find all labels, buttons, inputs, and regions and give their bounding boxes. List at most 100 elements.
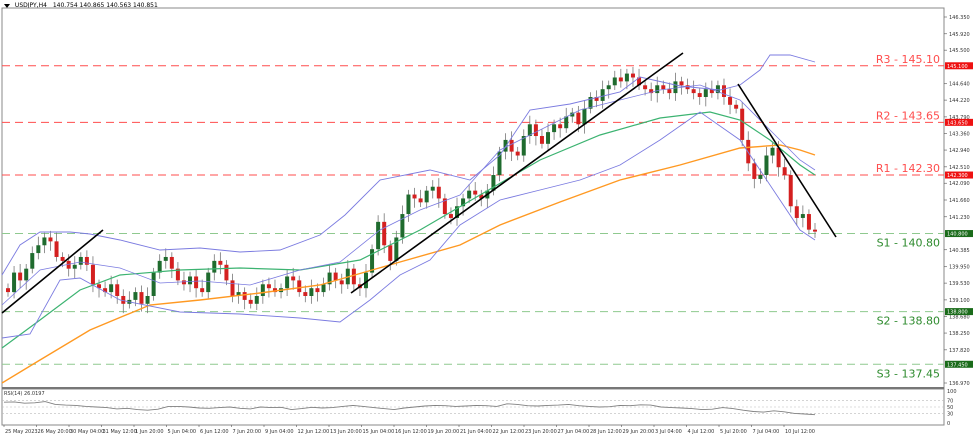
bull-candle [188, 276, 193, 285]
bear-candle [788, 175, 793, 207]
bear-candle [740, 108, 745, 140]
bull-candle [133, 292, 138, 300]
bear-candle [333, 272, 338, 281]
trendline-up-1[interactable] [1, 229, 104, 314]
bear-candle [794, 206, 799, 218]
bull-candle [109, 284, 114, 293]
moving-average-orange [1, 144, 816, 384]
y-tick-label: 140.385 [949, 248, 970, 254]
bull-candle [582, 108, 587, 125]
bull-candle [157, 260, 162, 273]
bull-candle [327, 272, 332, 285]
bull-candle [394, 237, 399, 261]
y-tick-label: 138.680 [949, 314, 970, 320]
y-tick-label: 143.790 [949, 115, 970, 121]
bear-candle [442, 198, 447, 215]
bear-candle [339, 280, 344, 285]
x-tick-label: 21 Jun 04:00 [460, 429, 492, 435]
y-tick-label: 141.230 [949, 215, 970, 221]
level-axis-tag-text: 140.800 [947, 232, 968, 238]
bull-candle [254, 295, 259, 304]
bull-candle [12, 272, 17, 293]
bull-candle [612, 77, 617, 86]
bear-candle [473, 190, 478, 195]
level-axis-tag-text: 143.650 [947, 120, 968, 126]
bull-candle [455, 206, 460, 218]
bear-candle [97, 284, 102, 289]
bear-candle [291, 276, 296, 281]
level-label-r1: R1 - 142.30 [876, 162, 940, 175]
bull-candle [546, 132, 551, 144]
bull-candle [206, 272, 211, 293]
bull-candle [400, 214, 405, 238]
bear-candle [315, 288, 320, 293]
bear-candle [388, 245, 393, 261]
moving-average-green [1, 111, 816, 349]
trendline-down[interactable] [737, 83, 837, 238]
bear-candle [224, 264, 229, 281]
bear-candle [509, 139, 514, 152]
bull-candle [800, 214, 805, 218]
y-tick-label: 139.100 [949, 298, 970, 304]
bear-candle [576, 112, 581, 125]
y-tick-label: 145.920 [949, 32, 970, 38]
bull-candle [770, 147, 775, 156]
chart-title: USDJPY,H4 140.754 140.865 140.563 140.85… [4, 2, 158, 9]
bear-candle [351, 268, 356, 285]
x-tick-label: 5 Jun 04:00 [168, 429, 197, 435]
bear-candle [169, 256, 174, 269]
level-axis-tag-text: 142.300 [947, 173, 968, 179]
x-tick-label: 1 Jun 20:00 [135, 429, 164, 435]
main-pane-frame [1, 7, 945, 389]
bull-candle [527, 124, 532, 137]
support-resistance-levels: R3 - 145.10 145.100 R2 - 143.65 143.650 R1 -… [2, 53, 973, 380]
bollinger-lower [1, 111, 816, 339]
bull-candle [461, 198, 466, 207]
bear-candle [181, 280, 186, 285]
trendline-up-2[interactable] [350, 52, 684, 294]
x-tick-label: 26 May 20:00 [38, 429, 72, 435]
x-tick-label: 12 Jun 12:00 [298, 429, 330, 435]
bear-candle [721, 85, 726, 97]
bear-candle [691, 89, 696, 94]
bear-candle [121, 295, 126, 304]
bear-candle [679, 81, 684, 86]
bull-candle [236, 292, 241, 296]
bull-candle [260, 284, 265, 296]
bear-candle [418, 198, 423, 203]
bear-candle [752, 163, 757, 179]
level-axis-tag [945, 62, 973, 70]
bear-candle [649, 89, 654, 94]
x-tick-label: 25 May 2023 [5, 429, 38, 435]
bear-candle [194, 276, 199, 289]
bear-candle [637, 77, 642, 86]
x-tick-label: 7 Jun 20:00 [233, 429, 262, 435]
level-label-r3: R3 - 145.10 [876, 53, 940, 66]
bear-candle [515, 151, 520, 156]
x-tick-label: 19 Jun 20:00 [428, 429, 460, 435]
bull-candle [309, 288, 314, 296]
x-tick-label: 10 Jul 12:00 [785, 429, 815, 435]
bear-candle [533, 124, 538, 137]
bull-candle [376, 221, 381, 250]
bear-candle [728, 96, 733, 105]
bear-candle [60, 256, 65, 261]
dropdown-triangle-icon[interactable] [4, 3, 10, 8]
bull-candle [370, 249, 375, 273]
x-tick-label: 27 Jun 04:00 [558, 429, 590, 435]
x-tick-label: 15 Jun 04:00 [363, 429, 395, 435]
x-tick-label: 29 Jun 20:00 [623, 429, 655, 435]
x-tick-label: 9 Jun 04:00 [265, 429, 294, 435]
rsi-tick-label: 50 [947, 405, 953, 411]
bear-candle [412, 194, 417, 199]
level-axis-tag [945, 308, 973, 316]
y-tick-label: 143.360 [949, 132, 970, 138]
y-tick-label: 136.970 [949, 381, 970, 387]
level-axis-tag-text: 137.450 [947, 362, 968, 368]
bear-candle [230, 280, 235, 296]
x-tick-label: 7 Jul 04:00 [753, 429, 780, 435]
bear-candle [806, 214, 811, 230]
